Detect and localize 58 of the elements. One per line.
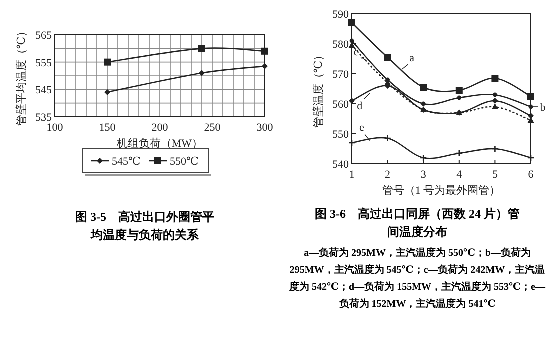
x-tick-label: 6 xyxy=(528,169,534,181)
x-tick-label: 100 xyxy=(46,122,64,134)
point xyxy=(348,20,356,26)
y-tick-label: 565 xyxy=(36,30,52,42)
y-tick-label: 570 xyxy=(332,69,350,81)
y-tick-label: 580 xyxy=(332,39,350,51)
x-tick-label: 300 xyxy=(256,122,274,134)
y-tick-label: 535 xyxy=(36,112,52,124)
text: a—负荷为 295MW，主汽温度为 550℃；b—负荷为 295MW，主汽温度为 545℃；c—负荷为 242MW，主汽温度为 542℃；d—负荷为 155MW，主汽温度为 553℃；e—负荷为 152MW，主汽温度为 541℃ xyxy=(288,246,546,312)
point xyxy=(492,98,498,104)
point xyxy=(104,89,110,96)
text: 图 3-5 高过出口外圈管平均温度与负荷的关系 xyxy=(74,209,216,244)
point xyxy=(528,93,534,100)
x-axis-title: 管号（1 号为最外圈管） xyxy=(382,184,501,197)
series-label: e xyxy=(359,122,364,134)
point xyxy=(528,113,534,119)
point xyxy=(421,102,426,106)
point xyxy=(199,70,205,76)
series-label: a xyxy=(410,52,415,64)
legend-label: b xyxy=(540,102,546,114)
y-axis-title: 管壁平均温度（℃） xyxy=(15,26,28,126)
x-tick-label: 5 xyxy=(492,169,498,181)
y-tick-label: 590 xyxy=(332,9,350,21)
y-tick-label: 550 xyxy=(332,129,350,141)
point xyxy=(104,58,111,66)
point xyxy=(528,117,534,123)
x-tick-label: 1 xyxy=(349,169,355,181)
x-tick-label: 200 xyxy=(152,122,169,134)
text: 图 3-6 高过出口同屏（西数 24 片）管间温度分布 xyxy=(314,206,521,241)
x-tick-label: 4 xyxy=(456,169,463,181)
point xyxy=(420,154,428,162)
x-tick-label: 2 xyxy=(385,169,391,181)
point xyxy=(262,48,268,55)
legend-label: 545℃ xyxy=(112,156,141,168)
point xyxy=(198,45,206,52)
point xyxy=(493,92,498,98)
point xyxy=(262,63,268,70)
point xyxy=(384,54,392,61)
point xyxy=(457,96,462,100)
series-label: c xyxy=(354,46,359,58)
point xyxy=(384,134,392,142)
point xyxy=(492,145,499,153)
point xyxy=(456,87,463,94)
y-tick-label: 560 xyxy=(332,99,350,111)
x-axis-title: 机组负荷（MW） xyxy=(116,137,204,150)
y-tick-label: 540 xyxy=(332,159,350,171)
point xyxy=(420,84,428,91)
y-axis-title: 管壁温度（℃） xyxy=(312,50,325,128)
point xyxy=(492,104,498,110)
point xyxy=(492,75,499,82)
x-tick-label: 250 xyxy=(204,122,222,134)
series-label: d xyxy=(357,100,364,112)
x-tick-label: 150 xyxy=(99,122,116,134)
y-tick-label: 555 xyxy=(36,57,52,70)
point xyxy=(456,150,464,158)
x-tick-label: 3 xyxy=(420,169,427,181)
legend-label: 550℃ xyxy=(170,156,199,168)
y-tick-label: 545 xyxy=(36,84,52,97)
